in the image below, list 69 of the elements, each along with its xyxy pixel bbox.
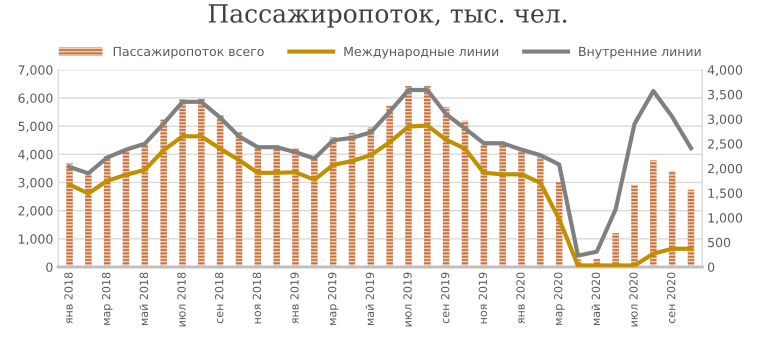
x-tick-label: сен 2018 — [214, 272, 224, 324]
x-tick-label: ноя 2018 — [252, 272, 262, 324]
bar — [142, 144, 148, 267]
y2-tick-label: 500 — [708, 238, 730, 248]
bar — [273, 145, 280, 267]
y-tick-label: 7,000 — [18, 65, 53, 76]
line-series — [67, 88, 694, 258]
bar — [236, 132, 242, 267]
y-tick-label: 5,000 — [18, 122, 53, 132]
y-tick-label: 4,000 — [18, 150, 53, 161]
x-tick-label: май 2020 — [591, 272, 600, 326]
x-tick-label: мар 2019 — [328, 272, 339, 325]
x-tick-label: сен 2020 — [666, 272, 676, 324]
y2-tick-label: 2,500 — [708, 139, 742, 150]
y2-tick-label: 1,000 — [708, 213, 742, 224]
bar — [386, 106, 393, 267]
legend-label: Внутренние линии — [579, 46, 701, 59]
x-tick-label: мар 2020 — [554, 272, 565, 325]
bar — [66, 163, 73, 267]
x-tick-label: янв 2019 — [290, 272, 299, 324]
bar — [442, 106, 450, 267]
x-tick-label: май 2019 — [366, 272, 374, 326]
bar — [518, 148, 525, 267]
bar — [122, 150, 130, 267]
x-tick-label: сен 2019 — [440, 272, 450, 324]
bar — [179, 99, 186, 267]
bar — [254, 145, 262, 267]
y2-tick-label: 3,500 — [708, 90, 742, 101]
bar — [85, 173, 92, 267]
x-tick-label: янв 2018 — [64, 272, 73, 324]
x-tick-label: май 2018 — [140, 272, 148, 326]
bar — [405, 86, 412, 267]
bar — [668, 170, 676, 267]
y-tick-label: 1,000 — [18, 234, 53, 246]
x-tick-label: ноя 2019 — [478, 272, 488, 324]
bar — [198, 98, 205, 267]
bar — [424, 86, 431, 267]
legend-label: Пассажиропоток всего — [114, 46, 264, 59]
bar — [368, 127, 374, 267]
bar — [480, 144, 488, 267]
x-tick-label: июл 2018 — [177, 272, 186, 326]
y2-tick-label: 1,500 — [708, 188, 742, 200]
y2-tick-label: 2,000 — [708, 164, 742, 175]
line-series — [67, 123, 694, 267]
y2-tick-label: 3,000 — [708, 114, 742, 126]
x-tick-label: мар 2018 — [102, 272, 113, 325]
bar — [311, 158, 318, 267]
bar — [348, 133, 356, 267]
y2-tick-label: 4,000 — [708, 65, 742, 76]
bar — [104, 156, 110, 267]
x-tick-label: июл 2019 — [403, 272, 412, 326]
x-tick-label: янв 2020 — [516, 272, 525, 324]
y-tick-label: 0 — [46, 262, 53, 272]
bar — [462, 120, 468, 267]
x-tick-label: июл 2020 — [629, 272, 638, 326]
bar — [216, 114, 224, 267]
bar — [330, 137, 336, 267]
bar — [537, 156, 544, 267]
bar — [650, 160, 657, 267]
bar — [160, 120, 167, 267]
bar — [499, 144, 506, 267]
legend-label: Международные линии — [344, 46, 498, 59]
y-tick-label: 6,000 — [18, 93, 53, 104]
bar — [688, 190, 694, 267]
y-tick-label: 3,000 — [18, 178, 53, 189]
y-tick-label: 2,000 — [18, 206, 53, 217]
y2-tick-label: 0 — [708, 262, 714, 272]
bar — [292, 148, 299, 267]
chart-title: Пассажиропоток, тыс. чел. — [208, 4, 566, 28]
